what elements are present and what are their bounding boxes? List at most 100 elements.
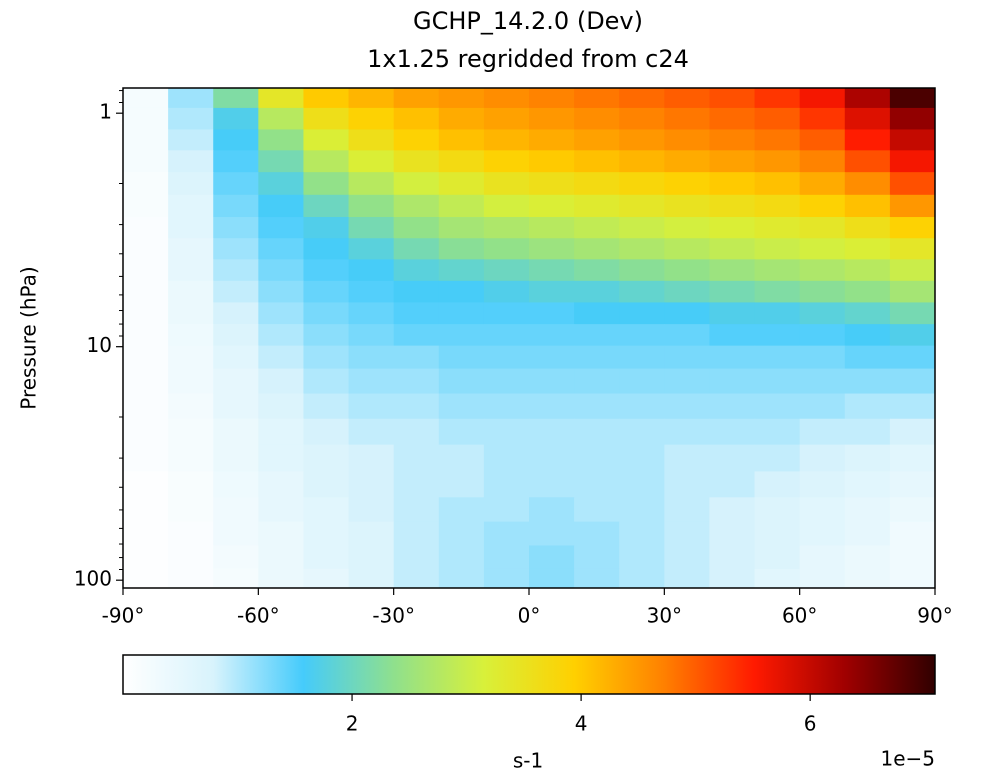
heatmap-cell xyxy=(258,280,304,303)
heatmap-cell xyxy=(348,545,395,570)
heatmap-cell xyxy=(889,444,935,472)
heatmap-cell xyxy=(258,545,304,570)
heatmap-cell xyxy=(574,324,620,347)
heatmap-cell xyxy=(213,107,259,130)
heatmap-cell xyxy=(619,497,665,523)
heatmap-cell xyxy=(754,238,801,260)
heatmap-cell xyxy=(168,393,214,420)
heatmap-cell xyxy=(483,217,530,239)
heatmap-cell xyxy=(213,545,259,570)
heatmap-cell xyxy=(529,345,575,370)
heatmap-cell xyxy=(483,107,530,130)
colorbar-tick-label: 2 xyxy=(346,712,359,736)
heatmap-cell xyxy=(754,302,801,325)
heatmap-cell xyxy=(303,418,350,446)
heatmap-cell xyxy=(393,368,440,395)
heatmap-cell xyxy=(438,172,485,196)
heatmap-cell xyxy=(168,444,214,472)
heatmap-cell xyxy=(213,324,259,347)
heatmap-cell xyxy=(889,107,935,130)
heatmap-cell xyxy=(619,393,665,420)
heatmap-cell xyxy=(709,521,756,546)
heatmap-cell xyxy=(799,129,846,151)
heatmap-cell xyxy=(619,217,665,239)
heatmap-cell xyxy=(844,88,891,109)
heatmap-cell xyxy=(303,324,350,347)
heatmap-cell xyxy=(303,194,350,218)
heatmap-cell xyxy=(889,393,935,420)
heatmap-cell xyxy=(889,88,935,109)
heatmap-cell xyxy=(844,444,891,472)
heatmap-cell xyxy=(844,217,891,239)
heatmap-cell xyxy=(664,568,710,588)
heatmap-cell xyxy=(168,545,214,570)
heatmap-cell xyxy=(664,393,710,420)
heatmap-cell xyxy=(529,521,575,546)
heatmap-cell xyxy=(258,521,304,546)
heatmap-cell xyxy=(303,217,350,239)
heatmap-cell xyxy=(258,172,304,196)
heatmap-cell xyxy=(709,444,756,472)
heatmap-cell xyxy=(258,471,304,498)
heatmap-cell xyxy=(348,521,395,546)
heatmap-cell xyxy=(303,129,350,151)
heatmap-cell xyxy=(709,368,756,395)
heatmap-cell xyxy=(393,259,440,282)
heatmap-cell xyxy=(483,418,530,446)
heatmap-cell xyxy=(348,129,395,151)
heatmap-cell xyxy=(303,238,350,260)
y-axis-label: Pressure (hPa) xyxy=(17,266,41,409)
heatmap-cell xyxy=(438,194,485,218)
heatmap-cell xyxy=(348,345,395,370)
heatmap-cell xyxy=(529,238,575,260)
heatmap-cell xyxy=(168,521,214,546)
heatmap-cell xyxy=(574,368,620,395)
heatmap-cell xyxy=(168,129,214,151)
heatmap-cell xyxy=(754,194,801,218)
heatmap-cell xyxy=(213,521,259,546)
heatmap-cell xyxy=(438,302,485,325)
heatmap-cell xyxy=(754,259,801,282)
heatmap-cell xyxy=(483,444,530,472)
heatmap-cell xyxy=(889,545,935,570)
heatmap-cell xyxy=(258,194,304,218)
heatmap-cell xyxy=(754,129,801,151)
heatmap-cell xyxy=(123,194,169,218)
heatmap-cell xyxy=(123,471,169,498)
heatmap-cell xyxy=(168,302,214,325)
heatmap-cell xyxy=(619,150,665,173)
heatmap-cell xyxy=(213,471,259,498)
heatmap-cell xyxy=(168,194,214,218)
heatmap-cell xyxy=(123,302,169,325)
heatmap-cell xyxy=(754,444,801,472)
heatmap-cell xyxy=(619,521,665,546)
heatmap-cell xyxy=(303,280,350,303)
heatmap-cell xyxy=(754,88,801,109)
heatmap-cell xyxy=(168,368,214,395)
heatmap-cell xyxy=(438,217,485,239)
heatmap-cell xyxy=(844,521,891,546)
heatmap-cell xyxy=(709,497,756,523)
heatmap-cell xyxy=(258,129,304,151)
heatmap-cell xyxy=(664,368,710,395)
heatmap-cell xyxy=(574,259,620,282)
heatmap-cell xyxy=(213,259,259,282)
heatmap-cell xyxy=(348,172,395,196)
heatmap-cell xyxy=(664,497,710,523)
heatmap-cell xyxy=(574,345,620,370)
heatmap-cell xyxy=(619,302,665,325)
heatmap-cell xyxy=(844,368,891,395)
heatmap-cell xyxy=(123,368,169,395)
heatmap-cell xyxy=(799,259,846,282)
heatmap-cell xyxy=(664,280,710,303)
heatmap-cell xyxy=(664,194,710,218)
heatmap-cell xyxy=(889,129,935,151)
x-tick-label: 90° xyxy=(917,604,952,628)
heatmap-cell xyxy=(619,368,665,395)
x-tick-label: 0° xyxy=(518,604,541,628)
heatmap-cell xyxy=(168,324,214,347)
heatmap-cell xyxy=(619,345,665,370)
heatmap-cell xyxy=(123,418,169,446)
heatmap-cell xyxy=(393,324,440,347)
heatmap-cell xyxy=(168,259,214,282)
